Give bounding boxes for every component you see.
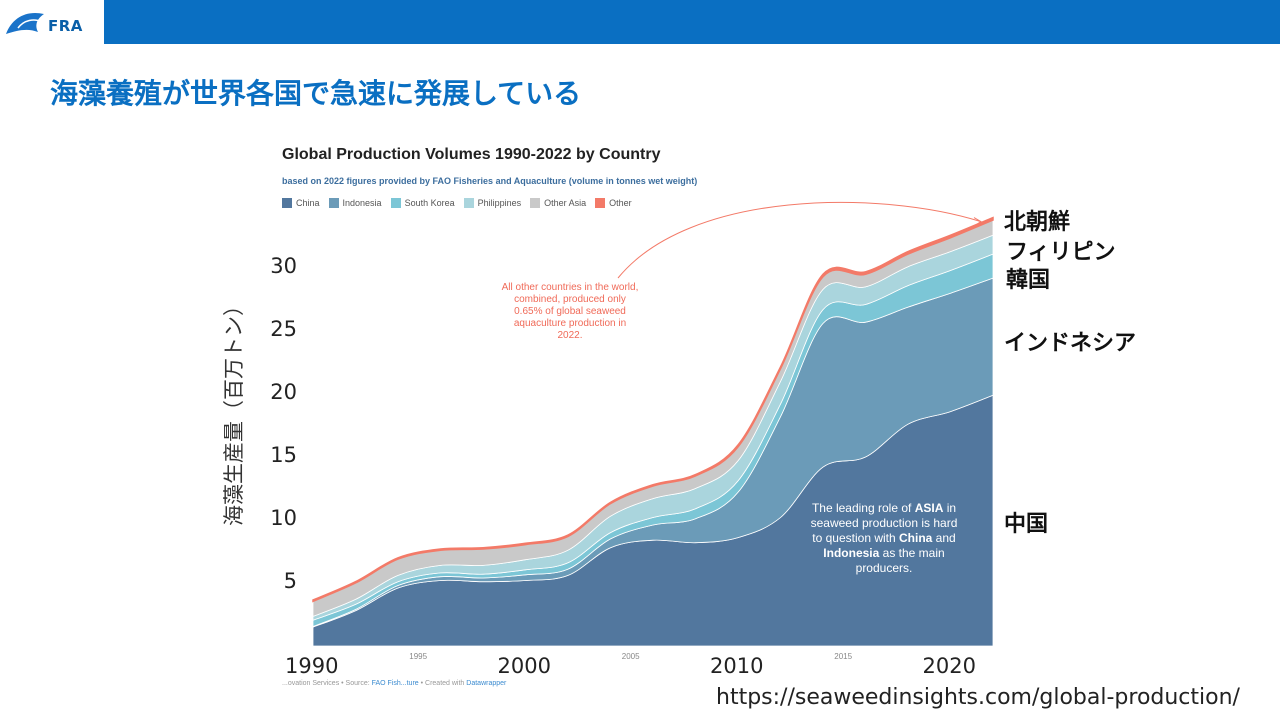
label-north-korea: 北朝鮮	[1004, 210, 1071, 235]
legend-label: Other Asia	[544, 198, 587, 208]
other-countries-annotation: All other countries in the world, combin…	[501, 282, 639, 341]
legend-item: Other	[595, 198, 632, 208]
label-indonesia: インドネシア	[1004, 331, 1137, 356]
y-tick-label: 5	[283, 569, 297, 593]
legend-swatch	[463, 198, 474, 208]
x-tick-label-major: 2000	[497, 654, 551, 678]
x-tick-label-major: 2010	[710, 654, 764, 678]
legend-swatch	[328, 198, 339, 208]
x-tick-label-major: 1990	[285, 654, 339, 678]
header-bar	[0, 0, 1280, 44]
header-band	[104, 0, 1280, 44]
legend-swatch	[530, 198, 541, 208]
x-tick-label-major: 2020	[922, 654, 976, 678]
credit-middle: • Created with	[418, 680, 467, 687]
chart-title: Global Production Volumes 1990-2022 by C…	[282, 146, 661, 163]
label-korea: 韓国	[1006, 268, 1051, 293]
annotation-arrowhead	[973, 217, 982, 227]
legend-item: Other Asia	[530, 198, 586, 208]
y-tick-label: 25	[270, 317, 297, 341]
legend-label: Indonesia	[342, 198, 382, 208]
legend-label: South Korea	[404, 198, 455, 208]
chart-subtitle: based on 2022 figures provided by FAO Fi…	[282, 176, 698, 186]
y-tick-label: 30	[270, 254, 297, 278]
asia-annotation-bold: Indonesia	[823, 546, 880, 560]
legend-item: Indonesia	[328, 198, 382, 208]
asia-annotation-bold: ASIA	[914, 501, 944, 515]
y-tick-label: 10	[270, 506, 297, 530]
credit-tool-link[interactable]: Datawrapper	[466, 680, 507, 687]
legend-swatch	[595, 198, 606, 208]
fra-logo-icon	[6, 12, 44, 34]
label-philippines: フィリピン	[1006, 240, 1116, 265]
x-tick-label-minor: 2015	[834, 652, 853, 661]
legend-item: South Korea	[390, 198, 455, 208]
y-tick-label: 15	[270, 443, 297, 467]
asia-annotation-text: The leading role of	[811, 501, 912, 515]
credit-prefix: ...ovation Services • Source:	[282, 680, 372, 687]
legend-swatch	[390, 198, 401, 208]
asia-annotation: The leading role of ASIA in seaweed prod…	[806, 501, 962, 576]
legend-label: Other	[609, 198, 632, 208]
page-title: 海藻養殖が世界各国で急速に発展している	[50, 77, 582, 110]
annotation-arrow	[617, 201, 982, 279]
legend-label: Philippines	[477, 198, 522, 208]
legend-item: Philippines	[463, 198, 522, 208]
legend-swatch	[282, 198, 292, 208]
asia-annotation-text: as the main producers.	[855, 546, 945, 575]
x-tick-label-minor: 2005	[621, 652, 640, 661]
asia-annotation-text: and	[932, 531, 956, 545]
asia-annotation-text: in seaweed production is hard to questio…	[810, 501, 958, 545]
label-china: 中国	[1004, 512, 1049, 537]
chart-credit: ...ovation Services • Source: FAO Fish..…	[282, 680, 506, 687]
credit-source-link[interactable]: FAO Fish...ture	[371, 680, 419, 687]
y-tick-label: 20	[270, 380, 297, 404]
chart-legend: China Indonesia South Korea Philippines Othe…	[282, 198, 632, 208]
source-url[interactable]: https://seaweedinsights.com/global-produ…	[716, 685, 1240, 710]
legend-label: China	[296, 198, 320, 208]
asia-annotation-bold: China	[899, 531, 933, 545]
logo-text: FRA	[48, 17, 83, 35]
legend-item: China	[282, 198, 320, 208]
x-tick-label-minor: 1995	[409, 652, 428, 661]
series-area-other	[312, 216, 994, 603]
